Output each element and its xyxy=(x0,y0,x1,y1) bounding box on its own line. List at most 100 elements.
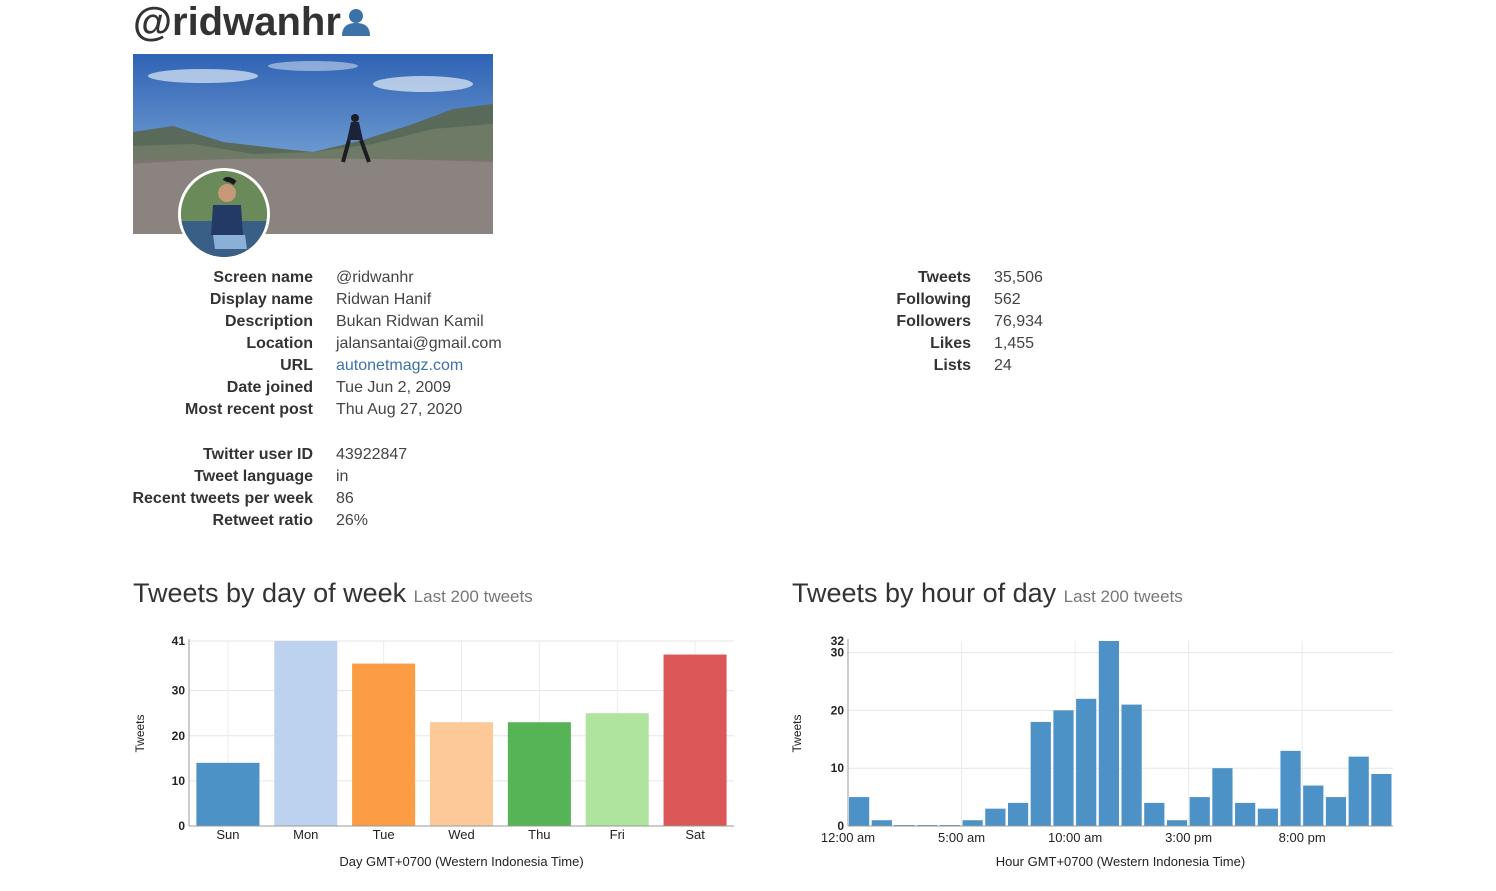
profile-stat-row: Followers 76,934 xyxy=(0,311,1043,333)
profile-extra-label: Tweet language xyxy=(194,468,313,485)
profile-info-label: Description xyxy=(224,313,313,330)
hour-chart-heading: Tweets by hour of day Last 200 tweets xyxy=(792,576,1183,614)
bar-hour-12 xyxy=(1121,704,1142,826)
x-axis-label: Hour GMT+0700 (Western Indonesia Time) xyxy=(996,854,1245,869)
bar-sat xyxy=(663,654,727,826)
profile-info-label: Display name xyxy=(209,291,313,308)
x-tick-label: Thu xyxy=(528,827,550,842)
bar-hour-19 xyxy=(1280,750,1301,826)
bar-hour-1 xyxy=(871,820,892,826)
profile-info-row: Description Bukan Ridwan Kamil xyxy=(0,311,484,333)
profile-stat-row: Tweets 35,506 xyxy=(0,267,1043,289)
profile-extra-value: 43922847 xyxy=(336,446,408,463)
bar-hour-20 xyxy=(1303,785,1324,826)
profile-stat-label: Lists xyxy=(933,357,971,374)
x-tick-label: 12:00 am xyxy=(821,830,875,845)
bar-thu xyxy=(507,722,571,826)
x-axis-label: Day GMT+0700 (Western Indonesia Time) xyxy=(339,854,583,869)
profile-info-value: Ridwan Hanif xyxy=(336,291,432,308)
x-tick-label: 3:00 pm xyxy=(1165,830,1212,845)
profile-extra-value: 26% xyxy=(336,512,369,529)
profile-stat-label: Following xyxy=(896,291,971,308)
banner-image xyxy=(133,54,493,234)
y-axis-label: Tweets xyxy=(133,714,147,752)
bar-hour-18 xyxy=(1257,808,1278,826)
hour-chart-subtitle: Last 200 tweets xyxy=(1063,587,1183,606)
profile-info-row: Date joined Tue Jun 2, 2009 xyxy=(0,377,451,399)
profile-info-label: Location xyxy=(246,335,313,352)
bar-hour-15 xyxy=(1189,797,1210,826)
profile-stat-value: 1,455 xyxy=(994,335,1035,352)
profile-info-row: Location jalansantai@gmail.com xyxy=(0,333,501,355)
day-chart-subtitle: Last 200 tweets xyxy=(413,587,533,606)
bar-hour-11 xyxy=(1098,641,1119,826)
profile-extra-row: Tweet language in xyxy=(0,466,348,488)
profile-extra-value: in xyxy=(336,468,349,485)
bar-hour-23 xyxy=(1371,773,1392,826)
profile-extra-value: 86 xyxy=(336,490,354,507)
profile-stat-value: 24 xyxy=(994,357,1012,374)
bar-sun xyxy=(196,762,260,826)
bar-mon xyxy=(274,641,338,826)
profile-stat-row: Lists 24 xyxy=(0,355,1012,377)
y-tick-label: 30 xyxy=(172,684,186,698)
x-tick-label: 10:00 am xyxy=(1048,830,1102,845)
bar-wed xyxy=(429,722,494,826)
profile-extra-label: Retweet ratio xyxy=(212,512,313,529)
y-tick-label: 0 xyxy=(178,819,185,833)
x-tick-label: 5:00 am xyxy=(938,830,985,845)
profile-stat-row: Likes 1,455 xyxy=(0,333,1034,355)
profile-stat-row: Following 562 xyxy=(0,289,1020,311)
profile-stat-label: Followers xyxy=(896,313,971,330)
bar-hour-17 xyxy=(1235,802,1256,826)
profile-info-value: Thu Aug 27, 2020 xyxy=(336,401,463,418)
bar-hour-8 xyxy=(1030,721,1051,826)
profile-info-value: @ridwanhr xyxy=(336,269,414,286)
profile-info-row: Screen name @ridwanhr xyxy=(0,267,413,289)
profile-stat-label: Tweets xyxy=(917,269,971,286)
y-tick-label: 20 xyxy=(172,729,186,743)
y-tick-label: 20 xyxy=(831,703,845,717)
day-chart-heading: Tweets by day of week Last 200 tweets xyxy=(133,576,533,614)
profile-info-label: Date joined xyxy=(226,379,313,396)
x-tick-label: Tue xyxy=(373,827,395,842)
day-of-week-chart: 0 10 20 30 41 Sun Mon Tue Wed Thu Fri Sat Tweets Day … xyxy=(133,634,734,869)
profile-info-row: Display name Ridwan Hanif xyxy=(0,289,431,311)
bar-hour-22 xyxy=(1348,756,1369,826)
profile-extra-row: Retweet ratio 26% xyxy=(0,510,369,532)
bar-hour-21 xyxy=(1325,797,1347,826)
bar-hour-5 xyxy=(962,820,983,826)
bar-fri xyxy=(585,713,649,826)
x-tick-label: Mon xyxy=(293,827,318,842)
profile-stat-value: 562 xyxy=(994,291,1021,308)
bar-hour-6 xyxy=(985,808,1006,826)
y-tick-label: 41 xyxy=(172,634,186,648)
bar-hour-10 xyxy=(1076,698,1097,826)
x-tick-label: Sun xyxy=(216,827,239,842)
y-tick-label: 10 xyxy=(831,761,845,775)
x-tick-label: Wed xyxy=(448,827,475,842)
bar-hour-7 xyxy=(1007,802,1029,826)
page-title: @ridwanhr xyxy=(133,0,341,44)
bar-hour-13 xyxy=(1144,802,1165,826)
x-tick-label: Fri xyxy=(610,827,625,842)
bar-hour-14 xyxy=(1166,820,1188,826)
profile-extra-row: Recent tweets per week 86 xyxy=(0,488,353,510)
profile-stat-label: Likes xyxy=(930,335,971,352)
bar-hour-16 xyxy=(1212,768,1233,826)
profile-extra-row: Twitter user ID 43922847 xyxy=(0,444,407,466)
profile-info-label: Screen name xyxy=(213,269,313,286)
profile-extra-label: Twitter user ID xyxy=(203,446,313,463)
profile-extra-label: Recent tweets per week xyxy=(132,490,313,507)
profile-info-row: URL autonetmagz.com xyxy=(0,355,463,377)
profile-info-row: Most recent post Thu Aug 27, 2020 xyxy=(0,399,462,421)
profile-info-label: URL xyxy=(280,357,313,374)
x-tick-label: 8:00 pm xyxy=(1279,830,1326,845)
profile-stat-value: 76,934 xyxy=(994,313,1043,330)
day-chart-title: Tweets by day of week xyxy=(133,578,407,608)
y-tick-label: 30 xyxy=(831,646,845,660)
x-tick-label: Sat xyxy=(685,827,705,842)
profile-info-value: Bukan Ridwan Kamil xyxy=(336,313,484,330)
profile-banner xyxy=(133,54,493,234)
profile-url-link[interactable]: autonetmagz.com xyxy=(336,357,464,374)
